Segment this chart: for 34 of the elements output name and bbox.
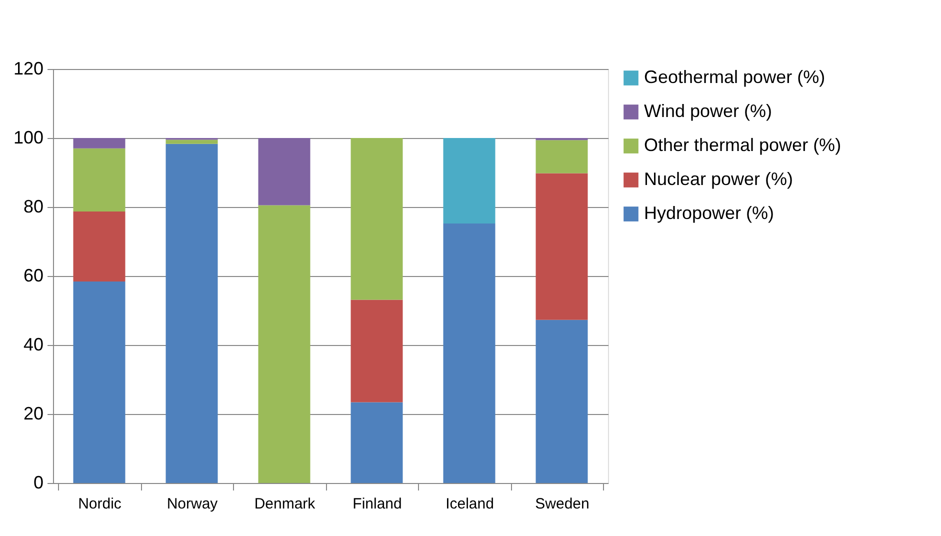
bar: [258, 138, 310, 206]
bar: [350, 402, 403, 483]
bar: [536, 173, 588, 320]
bar: [166, 140, 218, 144]
legend-label: Wind power (%): [644, 101, 772, 121]
x-tick-label: Sweden: [535, 496, 590, 512]
y-tick-label: 20: [23, 404, 44, 424]
y-tick-label: 60: [23, 266, 44, 286]
x-tick-label: Finland: [352, 496, 402, 512]
bar: [73, 282, 126, 483]
bar: [73, 138, 126, 148]
x-tick-label: Nordic: [78, 496, 122, 512]
x-tick-label: Norway: [166, 496, 218, 512]
bar: [443, 224, 496, 483]
legend-label: Nuclear power (%): [644, 169, 794, 189]
legend-label: Geothermal power (%): [644, 67, 826, 87]
bar: [73, 211, 126, 282]
legend-label: Other thermal power (%): [644, 135, 842, 155]
bar: [536, 140, 588, 174]
x-tick-label: Denmark: [254, 496, 316, 512]
bar: [166, 144, 218, 483]
legend-label: Hydropower (%): [644, 203, 774, 223]
y-tick-label: 120: [13, 58, 44, 78]
bar: [350, 138, 403, 300]
y-tick-label: 100: [13, 128, 44, 148]
bar: [536, 320, 588, 483]
bar: [258, 205, 310, 483]
x-tick-label: Iceland: [446, 496, 494, 512]
y-tick-label: 40: [23, 334, 44, 354]
bar: [73, 148, 126, 212]
bar: [350, 300, 403, 402]
y-tick-label: 0: [33, 472, 44, 492]
bar: [443, 138, 496, 224]
y-tick-label: 80: [23, 196, 44, 216]
